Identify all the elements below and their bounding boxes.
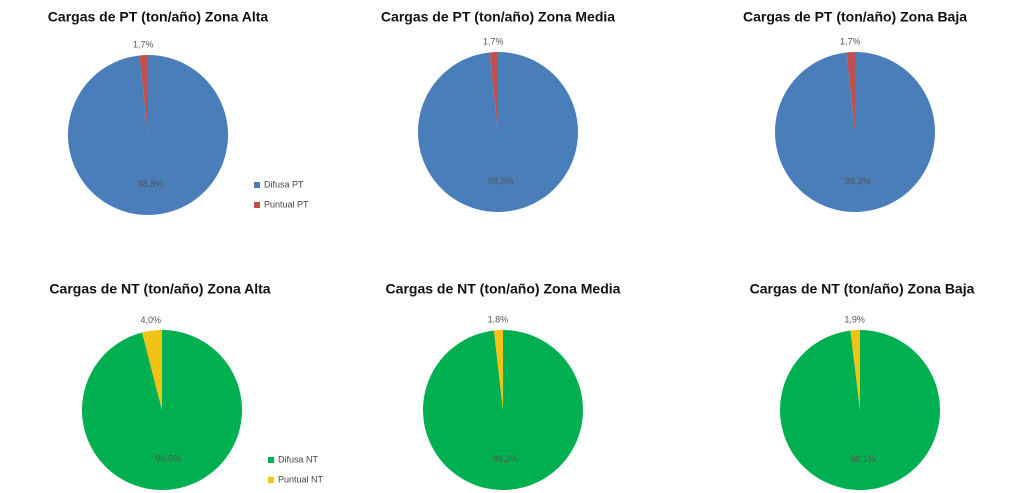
data-label: 1,9% bbox=[844, 315, 865, 325]
chart-title: Cargas de PT (ton/año) Zona Alta bbox=[48, 9, 269, 25]
data-label: 1,7% bbox=[133, 40, 154, 50]
data-label: 96,0% bbox=[155, 454, 181, 464]
data-label: 98,3% bbox=[488, 176, 514, 186]
pie-slice bbox=[780, 330, 941, 491]
chart-title: Cargas de NT (ton/año) Zona Baja bbox=[750, 281, 975, 297]
pie-slice bbox=[850, 330, 860, 410]
legend-label: Puntual NT bbox=[278, 474, 324, 484]
pie-slice bbox=[489, 52, 498, 132]
chart-title: Cargas de PT (ton/año) Zona Media bbox=[381, 9, 615, 25]
chart-title: Cargas de NT (ton/año) Zona Alta bbox=[49, 281, 270, 297]
legend-swatch bbox=[254, 182, 260, 188]
legend-label: Difusa NT bbox=[278, 454, 319, 464]
pie-slice bbox=[493, 330, 503, 410]
pie-slice bbox=[846, 52, 855, 132]
legend-label: Puntual PT bbox=[264, 199, 309, 209]
legend-swatch bbox=[254, 202, 260, 208]
legend-swatch bbox=[268, 457, 274, 463]
pie-slice bbox=[142, 330, 162, 410]
pie-slice bbox=[68, 55, 229, 215]
pie-slice bbox=[775, 52, 936, 213]
data-label: 1,7% bbox=[483, 37, 504, 47]
data-label: 98,8% bbox=[138, 179, 164, 189]
pie-slice bbox=[139, 55, 148, 135]
chart-title: Cargas de NT (ton/año) Zona Media bbox=[386, 281, 621, 297]
pie-slice bbox=[417, 52, 578, 213]
data-label: 4,0% bbox=[140, 315, 161, 325]
data-label: 1,8% bbox=[488, 315, 509, 325]
data-label: 98,2% bbox=[493, 454, 519, 464]
pie-slice bbox=[423, 330, 584, 491]
pie-slice bbox=[82, 330, 243, 491]
legend-label: Difusa PT bbox=[264, 179, 304, 189]
data-label: 98,3% bbox=[845, 176, 871, 186]
chart-title: Cargas de PT (ton/año) Zona Baja bbox=[743, 9, 967, 25]
data-label: 1,7% bbox=[840, 37, 861, 47]
legend-swatch bbox=[268, 477, 274, 483]
data-label: 98,1% bbox=[850, 454, 876, 464]
